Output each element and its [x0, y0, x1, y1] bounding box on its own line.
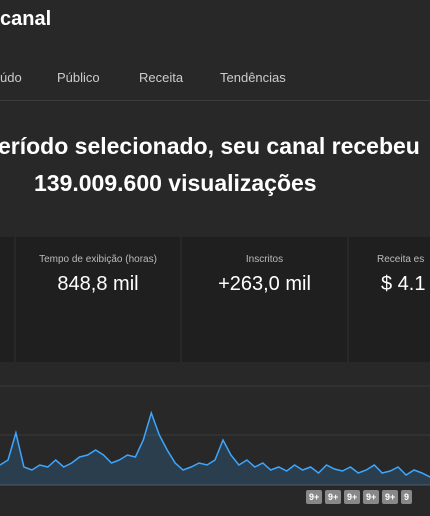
metric-card[interactable] — [0, 237, 14, 362]
tab[interactable]: Tendências — [220, 70, 286, 85]
badge[interactable]: 9+ — [325, 490, 342, 504]
badge[interactable]: 9+ — [363, 490, 380, 504]
area — [0, 413, 430, 485]
headline-views: 139.009.600 visualizações — [34, 170, 317, 196]
views-line — [0, 410, 430, 478]
metric-card[interactable]: Inscritos +263,0 mil — [182, 237, 347, 362]
metric-card[interactable]: Tempo de exibição (horas) 848,8 mil — [16, 237, 180, 362]
badge[interactable]: 9+ — [306, 490, 323, 504]
tab[interactable]: Receita — [139, 70, 184, 85]
metric-value: 848,8 mil — [57, 273, 139, 295]
channel-title: canal — [0, 8, 52, 30]
divider — [0, 100, 430, 101]
tab[interactable]: údo — [0, 70, 22, 85]
metric-label: Tempo de exibição (horas) — [39, 254, 157, 265]
metric-label: Inscritos — [245, 254, 284, 265]
metric-card[interactable]: Receita es $ 4.1 — [349, 237, 430, 362]
tab[interactable]: Público — [57, 70, 100, 85]
metric-value: +263,0 mil — [218, 273, 311, 295]
badge[interactable]: 9+ — [344, 490, 361, 504]
headline: eríodo selecionado, seu canal recebeu — [0, 133, 420, 159]
chart — [0, 385, 430, 486]
metric-label: Receita es — [377, 254, 425, 265]
badge[interactable]: 9 — [401, 490, 413, 504]
metric-value: $ 4.1 — [381, 273, 426, 295]
badge[interactable]: 9+ — [382, 490, 399, 504]
